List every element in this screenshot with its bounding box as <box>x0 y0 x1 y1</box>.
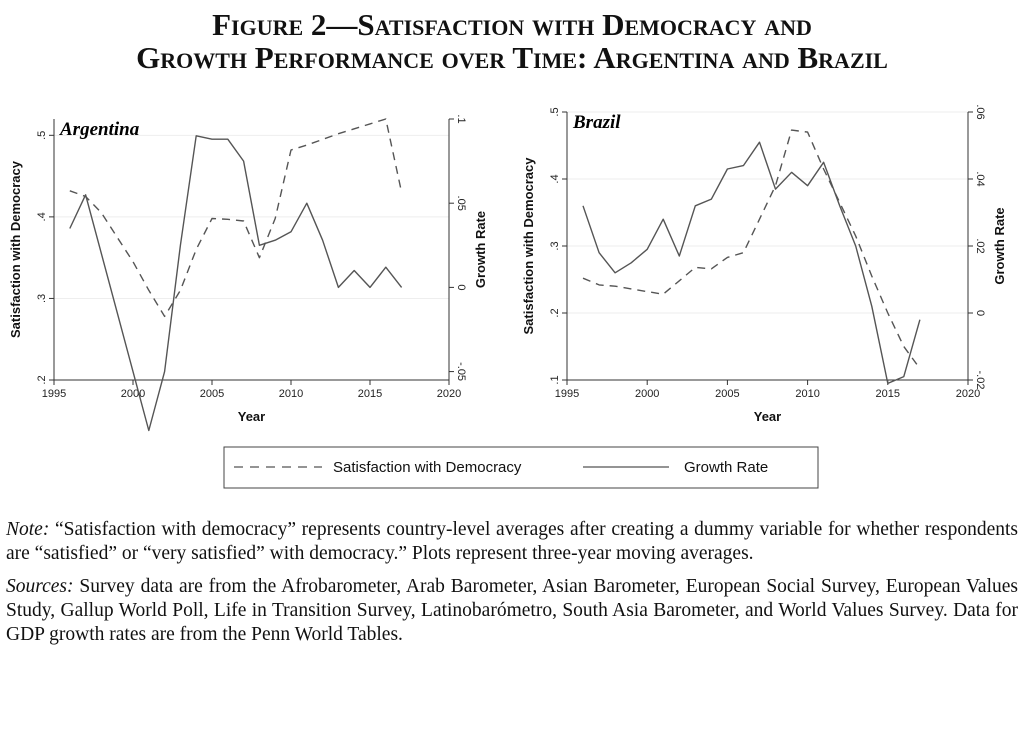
brazil-x-tick-label: 2010 <box>795 388 819 400</box>
brazil-y2-tick-label: .04 <box>974 171 986 186</box>
argentina-y2-tick-label: .1 <box>455 114 467 123</box>
argentina-x-tick-label: 2005 <box>200 388 224 400</box>
legend-box <box>223 446 819 489</box>
brazil-panel: 1995 2000 2005 2010 2015 2020 .1 .2 .3 .4 .5 -.02 0.… <box>521 104 1007 424</box>
legend: Satisfaction with Democracy Growth Rate <box>223 446 819 489</box>
argentina-satisfaction-line <box>69 118 403 318</box>
argentina-y-tick-label: .2 <box>36 375 48 384</box>
legend-satisfaction-label: Satisfaction with Democracy <box>333 459 522 476</box>
sources-label: Sources: <box>6 576 74 597</box>
brazil-panel-title: Brazil <box>572 112 621 133</box>
argentina-ylabel: Satisfaction with Democracy <box>8 160 23 338</box>
argentina-y2label: Growth Rate <box>473 211 488 288</box>
note-paragraph: Note: “Satisfaction with democracy” repr… <box>6 518 1018 566</box>
argentina-y-tick-label: .3 <box>36 294 48 303</box>
argentina-x-tick-label: 1995 <box>42 388 66 400</box>
brazil-y-tick-label: .5 <box>549 107 561 116</box>
brazil-x-tick-label: 1995 <box>555 388 579 400</box>
figure-title-line-1: Figure 2—Satisfaction with Democracy and <box>212 7 812 42</box>
brazil-satisfaction-line <box>582 129 921 370</box>
brazil-y2-tick-label: 0 <box>974 310 986 316</box>
brazil-y2-tick-label: -.02 <box>974 371 986 390</box>
note-text: “Satisfaction with democracy” represents… <box>6 519 1019 564</box>
figure-notes: Note: “Satisfaction with democracy” repr… <box>6 518 1018 656</box>
brazil-y2-tick-label: .06 <box>974 104 986 119</box>
brazil-y-tick-label: .2 <box>549 308 561 317</box>
brazil-x-tick-label: 2005 <box>715 388 739 400</box>
brazil-x-tick-label: 2000 <box>635 388 659 400</box>
argentina-x-tick-label: 2000 <box>121 388 145 400</box>
figure-title-line-2: Growth Performance over Time: Argentina … <box>136 40 888 75</box>
brazil-x-tick-label: 2020 <box>956 388 980 400</box>
argentina-y-tick-label: .5 <box>36 131 48 140</box>
brazil-ylabel: Satisfaction with Democracy <box>521 157 536 335</box>
argentina-x-tick-label: 2020 <box>437 388 461 400</box>
argentina-growth-rate-line <box>69 135 403 432</box>
argentina-y-tick-label: .4 <box>36 212 48 221</box>
brazil-y2label: Growth Rate <box>992 207 1007 284</box>
figure-title: Figure 2—Satisfaction with Democracy and… <box>0 8 1024 74</box>
brazil-y-tick-label: .3 <box>549 241 561 250</box>
brazil-growth-rate-line <box>582 141 921 385</box>
brazil-y-tick-label: .4 <box>549 174 561 183</box>
charts-canvas: 1995 2000 2005 2010 2015 2020 .2 .3 .4 .5 -.05 0 .05… <box>8 104 1007 489</box>
argentina-y2-tick-label: .05 <box>455 196 467 211</box>
argentina-panel: 1995 2000 2005 2010 2015 2020 .2 .3 .4 .5 -.05 0 .05… <box>8 114 488 432</box>
note-label: Note: <box>6 519 50 540</box>
sources-paragraph: Sources: Survey data are from the Afroba… <box>6 575 1018 647</box>
argentina-x-tick-label: 2010 <box>279 388 303 400</box>
brazil-x-tick-label: 2015 <box>876 388 900 400</box>
legend-growth-label: Growth Rate <box>684 459 768 476</box>
brazil-y-tick-label: .1 <box>549 375 561 384</box>
argentina-y2-tick-label: -.05 <box>455 362 467 381</box>
brazil-xlabel: Year <box>754 409 781 424</box>
sources-text: Survey data are from the Afrobarometer, … <box>6 576 1018 645</box>
brazil-y2-tick-label: .02 <box>974 238 986 253</box>
argentina-xlabel: Year <box>238 409 265 424</box>
argentina-panel-title: Argentina <box>59 119 140 140</box>
argentina-y2-tick-label: 0 <box>455 284 467 290</box>
argentina-x-tick-label: 2015 <box>358 388 382 400</box>
